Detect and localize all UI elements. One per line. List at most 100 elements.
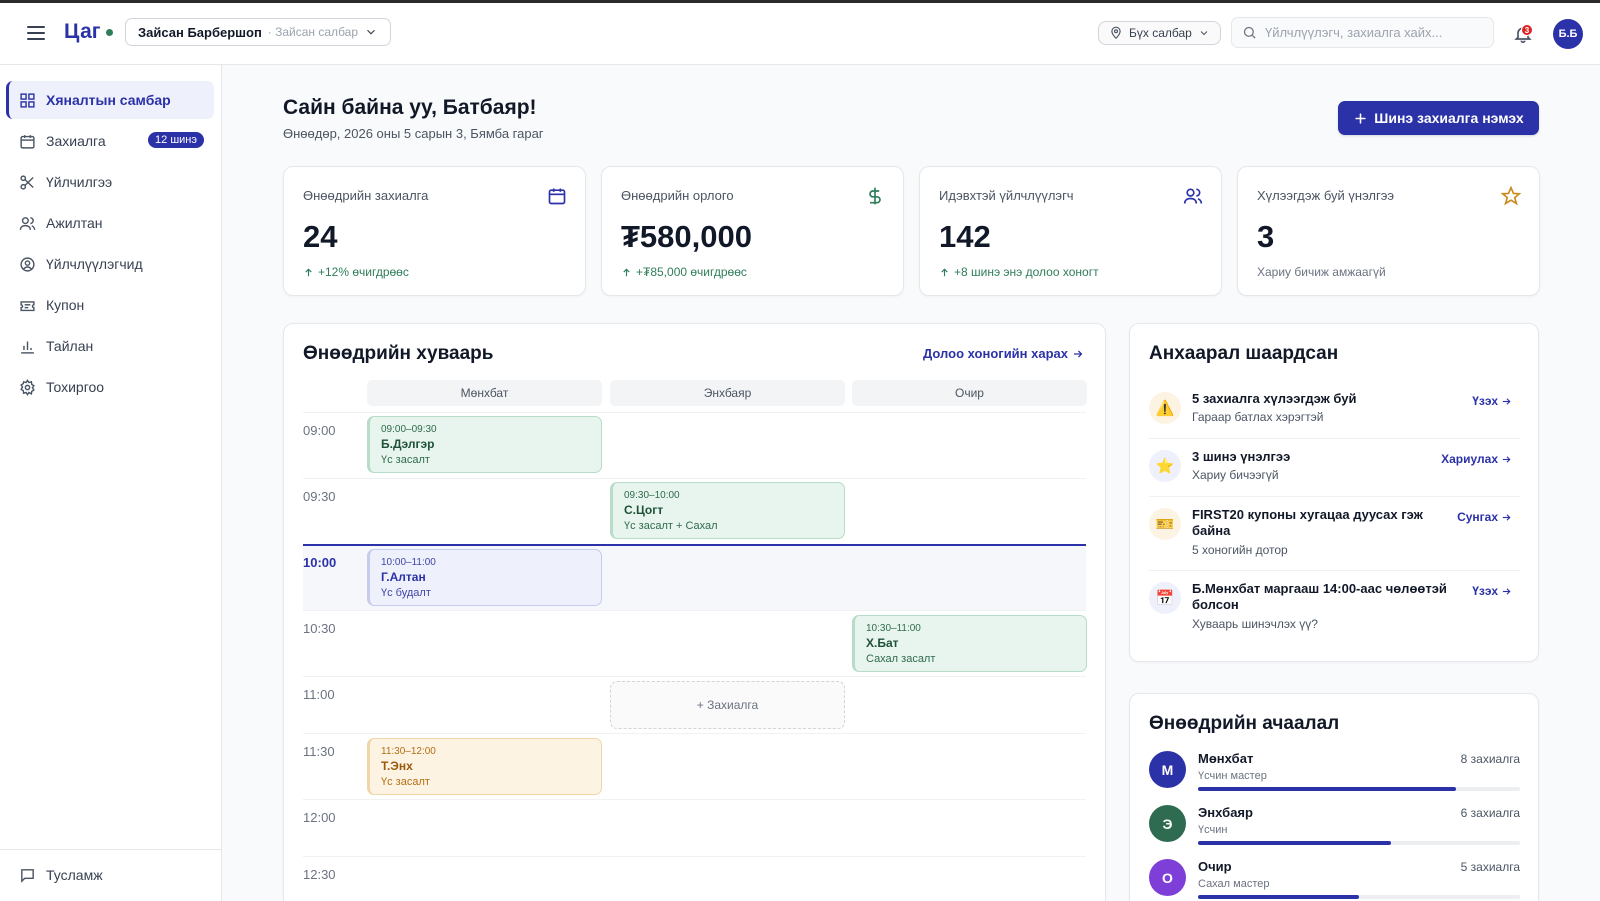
shop-branch: · Зайсан салбар [267, 25, 359, 39]
today-schedule-card: Өнөөдрийн хуваарь Долоо хоногийн харах М… [283, 323, 1106, 901]
appointment-card[interactable]: 11:30–12:00 Т.Энх Үс засалт [367, 738, 602, 795]
workload-bar-fill [1198, 895, 1359, 899]
appointment-card[interactable]: 10:30–11:00 Х.Бат Сахал засалт [852, 615, 1087, 672]
stat-trend-text: +8 шинэ энэ долоо хоногт [954, 265, 1099, 279]
stat-card-clients: Идэвхтэй үйлчлүүлэгч 142 +8 шинэ энэ дол… [919, 166, 1222, 296]
schedule-title: Өнөөдрийн хуваарь [303, 343, 494, 364]
appointment-time: 10:30–11:00 [866, 623, 921, 634]
shop-selector[interactable]: Зайсан Барбершоп · Зайсан салбар [125, 18, 392, 46]
attention-action-link[interactable]: Үзэх [1472, 394, 1512, 408]
branch-filter-label: Бүх салбар [1129, 26, 1192, 40]
app-logo-text: Цаг [64, 20, 101, 43]
stat-value: 142 [939, 219, 991, 254]
stat-label: Өнөөдрийн захиалга [303, 188, 429, 203]
attention-item-sub: Хуваарь шинэчлэх үү? [1192, 617, 1318, 631]
sidebar-item-settings[interactable]: Тохиргоо [6, 368, 214, 406]
stat-trend: Хариу бичиж амжаагүй [1257, 265, 1386, 279]
menu-icon[interactable] [24, 21, 48, 45]
appointment-client: Б.Дэлгэр [381, 437, 435, 451]
sidebar-item-services[interactable]: Үйлчилгээ [6, 163, 214, 201]
stat-trend: +₮85,000 өчигдрөөс [621, 265, 747, 279]
appointment-card[interactable]: 10:00–11:00 Г.Алтан Үс будалт [367, 549, 602, 606]
slot-divider [303, 676, 1086, 677]
branch-filter[interactable]: Бүх салбар [1098, 21, 1221, 45]
sidebar-item-label: Тайлан [46, 338, 94, 354]
sidebar-item-help[interactable]: Тусламж [6, 856, 214, 894]
dollar-icon [865, 186, 885, 206]
appointment-time: 09:30–10:00 [624, 490, 680, 501]
attention-item-title: FIRST20 купоны хугацаа дуусах гэж байна [1192, 507, 1423, 538]
arrow-up-icon [303, 267, 314, 278]
attention-action-label: Үзэх [1472, 394, 1498, 408]
user-avatar[interactable]: Б.Б [1553, 19, 1583, 49]
staff-role: Үсчин мастер [1198, 770, 1267, 782]
time-label: 09:00 [303, 423, 336, 438]
sidebar-item-bookings[interactable]: Захиалга 12 шинэ [6, 122, 214, 160]
week-view-label: Долоо хоногийн харах [923, 346, 1068, 361]
sidebar-item-clients[interactable]: Үйлчлүүлэгчид [6, 245, 214, 283]
appointment-client: Х.Бат [866, 636, 899, 650]
bar-chart-icon [19, 338, 36, 355]
stat-card-revenue: Өнөөдрийн орлого ₮580,000 +₮85,000 өчигд… [601, 166, 904, 296]
scissors-icon [19, 174, 36, 191]
appointment-service: Үс засалт [381, 454, 430, 466]
sidebar: Хяналтын самбар Захиалга 12 шинэ Үйлчилг… [0, 65, 222, 901]
add-booking-slot[interactable]: + Захиалга [610, 681, 845, 729]
appointment-service: Үс засалт + Сахал [624, 520, 718, 532]
week-view-link[interactable]: Долоо хоногийн харах [923, 346, 1084, 361]
search-input[interactable] [1265, 25, 1483, 40]
appointment-service: Үс засалт [381, 776, 430, 788]
stat-value: ₮580,000 [621, 219, 752, 254]
notification-count-badge: 3 [1521, 24, 1533, 36]
sidebar-item-coupons[interactable]: Купон [6, 286, 214, 324]
appointment-client: Т.Энх [381, 759, 413, 773]
attention-divider [1149, 438, 1520, 439]
sidebar-item-label: Үйлчилгээ [46, 174, 113, 190]
staff-column-header: Мөнхбат [367, 380, 602, 406]
time-label: 10:30 [303, 621, 336, 636]
attention-action-link[interactable]: Хариулах [1441, 452, 1512, 466]
staff-booking-count: 8 захиалга [1460, 752, 1520, 766]
attention-item-sub: Хариу бичээгүй [1192, 468, 1279, 482]
ticket-icon: 🎫 [1149, 508, 1181, 540]
time-label: 09:30 [303, 489, 336, 504]
attention-card: Анхаарал шаардсан ⚠️ 5 захиалга хүлээгдэ… [1129, 323, 1539, 662]
staff-name: Очир [1198, 859, 1232, 874]
sidebar-item-label: Хяналтын самбар [46, 92, 171, 108]
arrow-right-icon [1501, 512, 1512, 523]
stat-trend-text: Хариу бичиж амжаагүй [1257, 265, 1386, 279]
arrow-right-icon [1501, 454, 1512, 465]
sidebar-item-label: Захиалга [46, 133, 106, 149]
attention-action-link[interactable]: Үзэх [1472, 584, 1512, 598]
new-booking-button[interactable]: Шинэ захиалга нэмэх [1338, 101, 1539, 135]
new-booking-label: Шинэ захиалга нэмэх [1374, 110, 1524, 126]
appointment-card[interactable]: 09:00–09:30 Б.Дэлгэр Үс засалт [367, 416, 602, 473]
workload-bar-fill [1198, 787, 1456, 791]
chevron-down-icon [364, 25, 378, 39]
time-label: 11:30 [303, 744, 335, 759]
appointment-client: Г.Алтан [381, 570, 426, 584]
appointment-client: С.Цогт [624, 503, 664, 517]
users-icon [19, 215, 36, 232]
staff-column-header: Очир [852, 380, 1087, 406]
slot-divider [303, 412, 1086, 413]
staff-column-header: Энхбаяр [610, 380, 845, 406]
appointment-time: 10:00–11:00 [381, 557, 436, 568]
sidebar-item-reports[interactable]: Тайлан [6, 327, 214, 365]
sidebar-item-label: Ажилтан [46, 215, 103, 231]
workload-bar [1198, 787, 1520, 791]
attention-divider [1149, 496, 1520, 497]
attention-action-link[interactable]: Сунгах [1457, 510, 1512, 524]
sidebar-item-dashboard[interactable]: Хяналтын самбар [6, 81, 214, 119]
page-title: Сайн байна уу, Батбаяр! [283, 96, 537, 119]
sidebar-item-staff[interactable]: Ажилтан [6, 204, 214, 242]
staff-name: Мөнхбат [1198, 751, 1254, 766]
app-logo[interactable]: Цаг [64, 20, 113, 44]
appointment-card[interactable]: 09:30–10:00 С.Цогт Үс засалт + Сахал [610, 482, 845, 539]
stat-card-bookings: Өнөөдрийн захиалга 24 +12% өчигдрөөс [283, 166, 586, 296]
attention-item-sub: Гараар батлах хэрэгтэй [1192, 410, 1324, 424]
stat-value: 3 [1257, 219, 1275, 254]
time-label: 12:30 [303, 867, 336, 882]
appointment-service: Сахал засалт [866, 653, 936, 665]
appointment-time: 11:30–12:00 [381, 746, 436, 757]
